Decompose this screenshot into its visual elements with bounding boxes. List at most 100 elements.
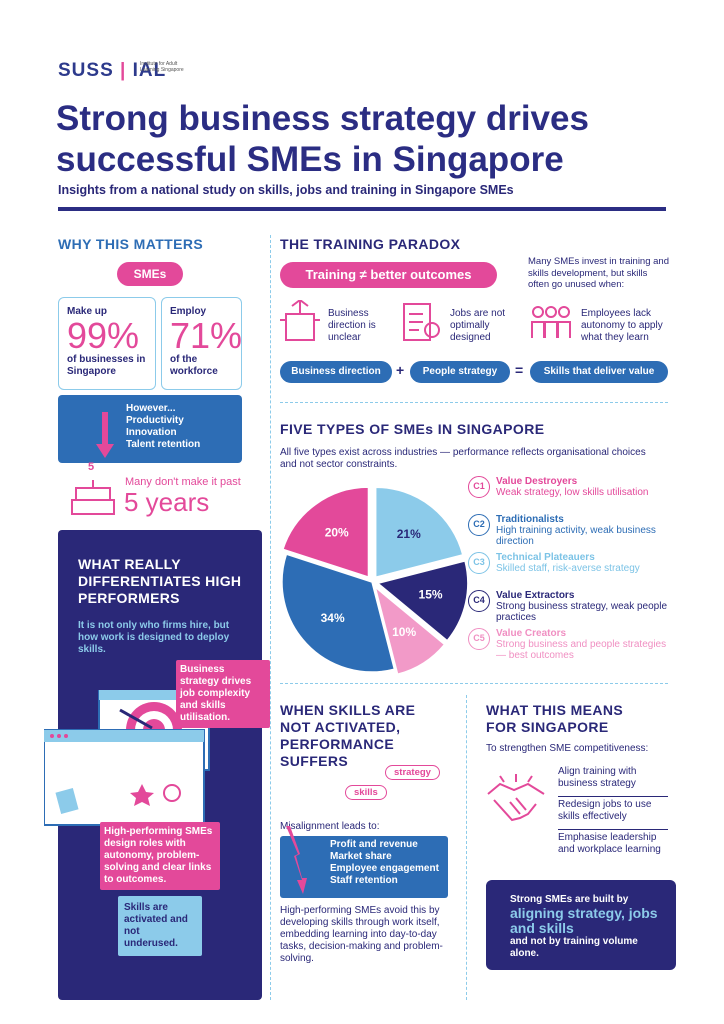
section-heading: WHAT THIS MEANS FOR SINGAPORE [486, 702, 624, 735]
stat-figure: 71% [170, 315, 243, 356]
stat-lead: Employ [170, 306, 207, 317]
however-lead: However... [126, 403, 176, 414]
equation-term: People strategy [410, 361, 510, 383]
pie-slice [281, 486, 370, 579]
logo-left: SUSS [58, 60, 114, 81]
pie-chart: 21% 15% 10% 34% 20% [281, 486, 469, 676]
legend-desc: High training activity, weak business di… [496, 525, 656, 547]
panel-heading: WHAT REALLY DIFFERENTIATES HIGH PERFORME… [78, 556, 242, 606]
cake-icon [71, 480, 115, 515]
panel-text: It is not only who firms hire, but how w… [78, 620, 230, 655]
rule [58, 207, 666, 211]
legend-desc: Strong business and people strategies — … [496, 639, 667, 661]
legend-item: C3 Technical Plateauers Skilled staff, ris… [468, 552, 673, 590]
icon [280, 300, 320, 341]
subtitle: Insights from a national study on skills… [58, 183, 514, 197]
suffers-item: Staff retention [330, 875, 398, 886]
legend: C1 Value Destroyers Weak strategy, low ski… [468, 476, 673, 666]
title: Strong business strategy drives successfu… [56, 98, 589, 180]
pie-slice [373, 585, 446, 676]
means-box: Strong SMEs are built by aligning strate… [486, 880, 676, 970]
paradox-item: Employees lack autonomy to apply what th… [581, 308, 663, 343]
suffers-item: Market share [330, 851, 392, 862]
box-tail: and not by training volume alone. [510, 936, 638, 959]
legend-code: C5 [468, 628, 490, 650]
legend-code: C3 [468, 552, 490, 574]
title-line: successful SMEs in Singapore [56, 140, 564, 179]
legend-code: C2 [468, 514, 490, 536]
equation-term: Skills that deliver value [530, 361, 668, 383]
types-text: All five types exist across industries —… [280, 447, 646, 470]
divider [466, 695, 467, 1000]
logo-right: IAL [132, 60, 167, 81]
legend-item: C1 Value Destroyers Weak strategy, low ski… [468, 476, 673, 514]
down-arrow [96, 412, 114, 458]
down-arrow [286, 826, 307, 894]
slice-label: 15% [419, 587, 443, 601]
however-item: Productivity [126, 415, 184, 426]
tag: skills [345, 785, 387, 800]
legend-name: Technical Plateauers [496, 552, 595, 563]
callout: High-performing SMEs design roles with a… [100, 822, 220, 890]
stat-tail: of businesses in Singapore [67, 354, 146, 377]
paradox-item: Business direction is unclear [328, 308, 376, 343]
however-item: Talent retention [126, 439, 201, 450]
logo-tagline: Institute for Adult Learning Singapore [140, 61, 184, 73]
suffers-text: High-performing SMEs avoid this by devel… [280, 905, 443, 964]
means-item: Emphasise leadership and workplace learn… [558, 832, 661, 855]
suffers-item: Employee engagement [330, 863, 439, 874]
cake-number: 5 [88, 461, 95, 473]
legend-desc: Weak strategy, low skills utilisation [496, 487, 649, 498]
however-item: Innovation [126, 427, 177, 438]
legend-code: C1 [468, 476, 490, 498]
logo: SUSS | IAL [58, 60, 167, 81]
means-lead: To strengthen SME competitiveness: [486, 743, 649, 754]
pie-slice [376, 560, 469, 642]
paradox-text: Many SMEs invest in training and skills … [528, 256, 669, 290]
slice-label: 21% [397, 527, 421, 541]
section-heading: THE TRAINING PARADOX [280, 236, 461, 252]
equation-term: Business direction [280, 361, 392, 383]
section-heading: WHY THIS MATTERS [58, 236, 204, 252]
legend-desc: Strong business strategy, weak people pr… [496, 601, 668, 623]
means-item: Redesign jobs to use skills effectively [558, 799, 668, 830]
equation-op: + [396, 362, 405, 378]
pill: Training ≠ better outcomes [280, 262, 497, 288]
legend-code: C4 [468, 590, 490, 612]
pill: SMEs [117, 262, 183, 286]
divider [280, 683, 668, 684]
survival-figure: 5 years [124, 487, 210, 517]
section-heading: WHEN SKILLS ARE NOT ACTIVATED, PERFORMAN… [280, 702, 416, 769]
paradox-item: Jobs are not optimally designed [450, 308, 506, 343]
icon [403, 303, 440, 341]
handshake-icon [487, 774, 545, 822]
box-highlight: aligning strategy, jobs and skills [510, 905, 658, 936]
stat-figure: 99% [67, 315, 140, 356]
slice-label: 20% [325, 526, 349, 540]
stat-tail: of the workforce [170, 354, 218, 377]
legend-name: Value Destroyers [496, 476, 578, 487]
legend-desc: Skilled staff, risk-averse strategy [496, 563, 640, 574]
icon [531, 306, 571, 338]
means-item: Align training with business strategy [558, 766, 668, 797]
survival-lead: Many don't make it past [125, 476, 241, 488]
legend-name: Traditionalists [496, 514, 564, 525]
legend-item: C2 Traditionalists High training activity,… [468, 514, 673, 552]
title-line: Strong business strategy drives [56, 99, 589, 138]
section-heading: FIVE TYPES OF SMEs IN SINGAPORE [280, 421, 545, 437]
box-lead: Strong SMEs are built by [510, 894, 629, 905]
suffers-lead: Misalignment leads to: [280, 821, 380, 832]
suffers-item: Profit and revenue [330, 839, 418, 850]
pie-slice [281, 553, 396, 673]
stat-lead: Make up [67, 306, 108, 317]
legend-item: C5 Value Creators Strong business and peop… [468, 628, 673, 666]
pie-slice [374, 486, 464, 579]
however-box: However... Productivity Innovation Talen… [58, 395, 242, 463]
legend-item: C4 Value Extractors Strong business strate… [468, 590, 673, 628]
equation-op: = [515, 362, 524, 378]
divider [270, 235, 271, 1000]
legend-name: Value Extractors [496, 590, 575, 601]
stat-box: Employ 71% of the workforce [161, 297, 242, 390]
slice-label: 10% [392, 625, 416, 639]
